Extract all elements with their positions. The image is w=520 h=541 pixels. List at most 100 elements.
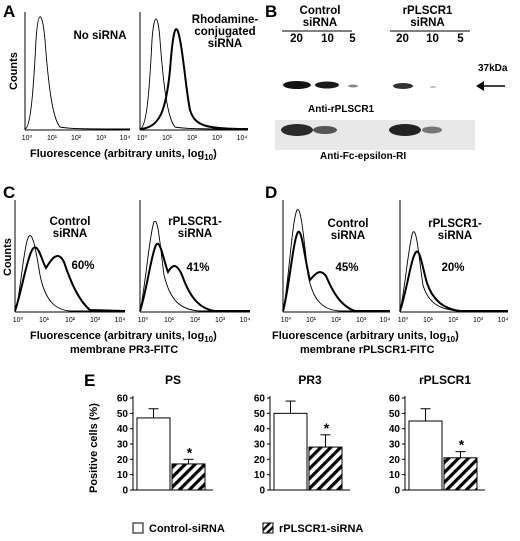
- tick-a-l-4: 10⁴: [120, 135, 131, 142]
- chart-0-bar-1: [171, 463, 206, 491]
- panel-a-histograms: 10⁰ 10¹ 10² 10³ 10⁴ 10⁰ 10¹ 10² 10³ 10⁴: [22, 12, 249, 142]
- tick-c-l-2: 10²: [65, 317, 76, 324]
- chart-0-sig-1: *: [187, 444, 193, 460]
- chart-0-tick-label-0: 0: [122, 486, 128, 497]
- panel-c-right-pr3-curve: [139, 242, 250, 312]
- chart-0-tick-label-1: 10: [117, 470, 129, 481]
- lane-label-6: 5: [457, 33, 464, 45]
- panel-d-x-label-end: ): [455, 330, 459, 342]
- panel-c-left-pct: 60%: [71, 260, 95, 272]
- panel-c-x-label-sub: 10: [204, 335, 214, 344]
- tick-c-l-1: 10¹: [39, 317, 50, 324]
- band2-rplscr1-20: [389, 124, 421, 136]
- tick-d-r-1: 10¹: [423, 317, 434, 324]
- panel-b-blot2-label: Anti-Fc-epsilon-RI: [320, 151, 407, 162]
- panel-a-left-text: No siRNA: [73, 30, 127, 42]
- chart-1-tick-label-0: 0: [259, 486, 265, 497]
- band-control-5: [348, 84, 358, 88]
- band2-rplscr1-10: [422, 126, 442, 134]
- legend-swatch-rplscr1: [262, 522, 274, 534]
- panel-d-right-rplscr1-curve: [399, 250, 508, 312]
- panel-a-x-label: Fluorescence (arbitrary units, log10): [30, 148, 217, 164]
- chart-2-tick-label-5: 50: [389, 409, 401, 420]
- band-control-10: [315, 81, 339, 89]
- panel-d-ticks: 10⁰ 10¹ 10² 10³ 10⁴ 10⁰ 10¹ 10² 10³ 10⁴: [281, 316, 509, 324]
- tick-c-r-0: 10⁰: [138, 316, 149, 324]
- panel-d-x-label-sub: 10: [446, 335, 456, 344]
- chart-1-tick-label-1: 10: [254, 470, 266, 481]
- panel-d-x-label: Fluorescence (arbitrary units, log10): [272, 330, 459, 346]
- panel-c-x-label-text: Fluorescence (arbitrary units, log: [30, 330, 205, 342]
- panel-c-right-control-curve: [139, 220, 250, 312]
- lane-label-2: 10: [321, 33, 334, 45]
- chart-0-tick-label-3: 30: [117, 440, 129, 451]
- panel-d-right-text: rPLSCR1-siRNA: [428, 218, 482, 242]
- panel-a-right-plot: [139, 12, 249, 131]
- band2-control-20: [281, 124, 313, 136]
- tick-d-l-2: 10²: [331, 317, 342, 324]
- panel-c-left-control-curve: [14, 235, 125, 312]
- chart-1-tick-label-3: 30: [254, 440, 266, 451]
- panel-b-blot1-label: Anti-rPLSCR1: [308, 104, 375, 115]
- tick-a-r-2: 10²: [187, 135, 198, 142]
- panel-b-blot2-area: [275, 120, 475, 150]
- panel-e-bar-charts: PS 0 10 20 30 40 50 60 * PR3 0 10 20 30 40 50 60 * rPLSCR1…: [117, 373, 485, 497]
- panel-c-ticks: 10⁰ 10¹ 10² 10³ 10⁴ 10⁰ 10¹ 10² 10³ 10⁴: [13, 316, 251, 324]
- panel-b-blots: [275, 30, 505, 150]
- panel-label-a: A: [3, 2, 16, 21]
- band-rplscr1-20: [393, 83, 413, 89]
- chart-0-tick-label-5: 50: [117, 409, 129, 420]
- legend-label-control: Control-siRNA: [149, 523, 225, 535]
- chart-0-bar-0: [136, 417, 171, 491]
- panel-d-left-control-curve: [282, 209, 390, 312]
- legend-swatch-control: [132, 522, 144, 534]
- chart-2-tick-label-0: 0: [394, 486, 400, 497]
- chart-2-tick-label-1: 10: [389, 470, 401, 481]
- chart-0-tick-label-6: 60: [117, 394, 129, 405]
- panel-d-left-plot: [282, 200, 390, 313]
- panel-c-right-pct: 41%: [186, 262, 210, 274]
- chart-2-tick-label-2: 20: [389, 455, 401, 466]
- chart-1-tick-label-5: 50: [254, 409, 266, 420]
- tick-a-r-1: 10¹: [162, 135, 173, 142]
- lane-label-5: 10: [426, 33, 439, 45]
- tick-a-r-4: 10⁴: [237, 135, 248, 142]
- chart-1-bar-1: [308, 446, 343, 491]
- panel-a-ticks: 10⁰ 10¹ 10² 10³ 10⁴ 10⁰ 10¹ 10² 10³ 10⁴: [22, 134, 248, 142]
- panel-c-left-plot: [14, 200, 126, 313]
- panel-a-control-curve: [139, 18, 249, 130]
- chart-2-tick-label-3: 30: [389, 440, 401, 451]
- band-rplscr1-10: [430, 86, 436, 88]
- tick-a-l-2: 10²: [71, 135, 82, 142]
- tick-c-r-2: 10²: [190, 317, 201, 324]
- tick-d-r-0: 10⁰: [398, 316, 409, 324]
- chart-2-bar-0: [408, 420, 443, 491]
- chart-1-tick-label-6: 60: [254, 394, 266, 405]
- legend-label-rplscr1: rPLSCR1-siRNA: [279, 523, 364, 535]
- panel-e-legend: [132, 522, 274, 534]
- tick-d-l-4: 10⁴: [380, 317, 391, 324]
- panel-d-left-pct: 45%: [335, 262, 359, 274]
- panel-a-rhodamine-curve: [139, 28, 249, 130]
- panel-a-right-text: Rhodamine-conjugated siRNA: [191, 14, 259, 50]
- tick-d-l-1: 10¹: [306, 317, 317, 324]
- panel-d-left-rplscr1-curve: [282, 230, 390, 312]
- panel-d-x-label-2: membrane rPLSCR1-FITC: [300, 344, 435, 356]
- chart-1-title: PR3: [298, 373, 322, 387]
- panel-label-d: D: [265, 183, 278, 202]
- tick-c-l-4: 10⁴: [115, 317, 126, 324]
- tick-d-r-3: 10³: [473, 317, 484, 324]
- chart-0-tick-label-4: 40: [117, 424, 129, 435]
- chart-2-tick-label-6: 60: [389, 394, 401, 405]
- panel-c-left-text: Control siRNA: [49, 216, 91, 240]
- panel-label-c: C: [3, 183, 16, 202]
- chart-2-title: rPLSCR1: [419, 373, 471, 387]
- panel-label-e: E: [84, 371, 96, 390]
- band-control-20: [283, 81, 311, 89]
- chart-0-tick-label-2: 20: [117, 455, 129, 466]
- chart-1-sig-1: *: [324, 420, 330, 436]
- lane-label-4: 20: [396, 33, 409, 45]
- band2-control-10: [313, 126, 337, 134]
- tick-a-r-3: 10³: [212, 135, 223, 142]
- tick-c-r-4: 10⁴: [240, 317, 251, 324]
